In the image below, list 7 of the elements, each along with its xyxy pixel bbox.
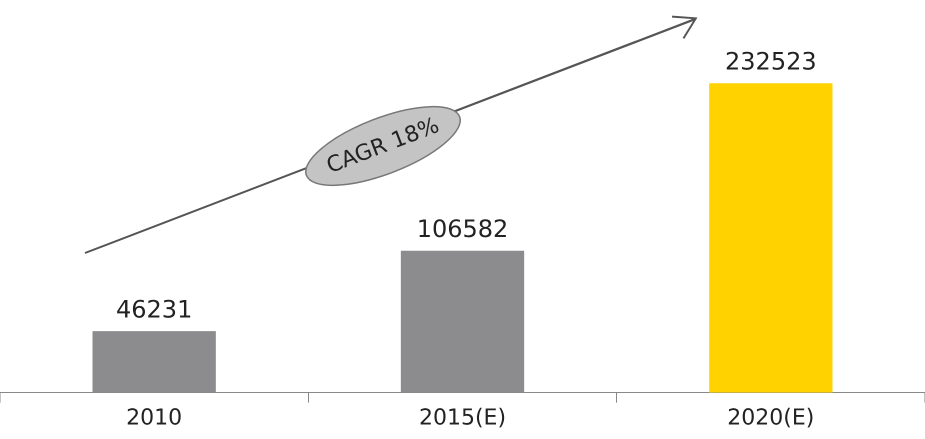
data-label: 232523 — [725, 47, 817, 76]
data-label: 106582 — [416, 215, 508, 244]
x-tick-label: 2020(E) — [727, 406, 814, 431]
annotation: CAGR 18% — [323, 113, 443, 179]
x-tick-label: 2010 — [126, 406, 182, 431]
x-tick-label: 2015(E) — [418, 406, 506, 431]
data-label: 46231 — [116, 295, 192, 324]
